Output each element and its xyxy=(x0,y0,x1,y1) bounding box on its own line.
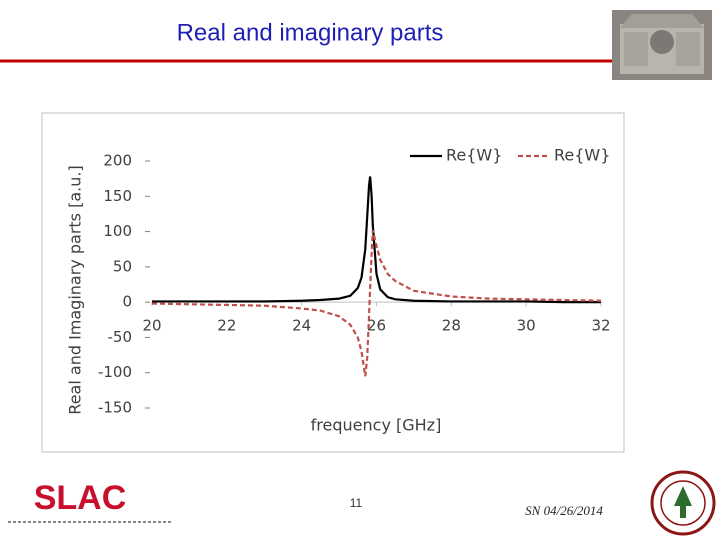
x-tick-label: 32 xyxy=(591,317,610,335)
chart: -150 -100 -50 0 50 100 150 200 20 22 24 26 28 30 32 fre… xyxy=(66,146,611,435)
photo xyxy=(612,10,712,80)
y-tick-label: 150 xyxy=(103,187,132,205)
series-line xyxy=(152,176,601,304)
y-tick-label: -100 xyxy=(98,363,132,381)
series-line xyxy=(151,229,602,377)
x-tick-label: 20 xyxy=(142,317,161,335)
footer-date: SN 04/26/2014 xyxy=(525,503,603,518)
slide-title: Real and imaginary parts xyxy=(177,19,444,46)
x-tick-label: 24 xyxy=(292,317,311,335)
legend-label: Re{W} xyxy=(446,146,502,165)
y-axis-label: Real and Imaginary parts [a.u.] xyxy=(66,165,85,414)
page-number: 11 xyxy=(350,496,363,510)
logo: SLAC xyxy=(34,479,127,517)
x-tick-label: 26 xyxy=(367,317,386,335)
x-axis-label: frequency [GHz] xyxy=(311,416,442,435)
seal xyxy=(650,470,716,536)
y-tick-label: 50 xyxy=(113,257,132,275)
y-tick-label: -50 xyxy=(108,328,133,346)
y-tick-label: -150 xyxy=(98,399,132,417)
chart-frame xyxy=(41,112,625,453)
x-tick-label: 30 xyxy=(517,317,536,335)
y-tick-label: 200 xyxy=(103,152,132,170)
y-tick-label: 0 xyxy=(122,293,132,311)
x-tick-label: 22 xyxy=(217,317,236,335)
y-tick-label: 100 xyxy=(103,222,132,240)
legend-label: Re{W} xyxy=(554,146,610,165)
x-tick-label: 28 xyxy=(442,317,461,335)
